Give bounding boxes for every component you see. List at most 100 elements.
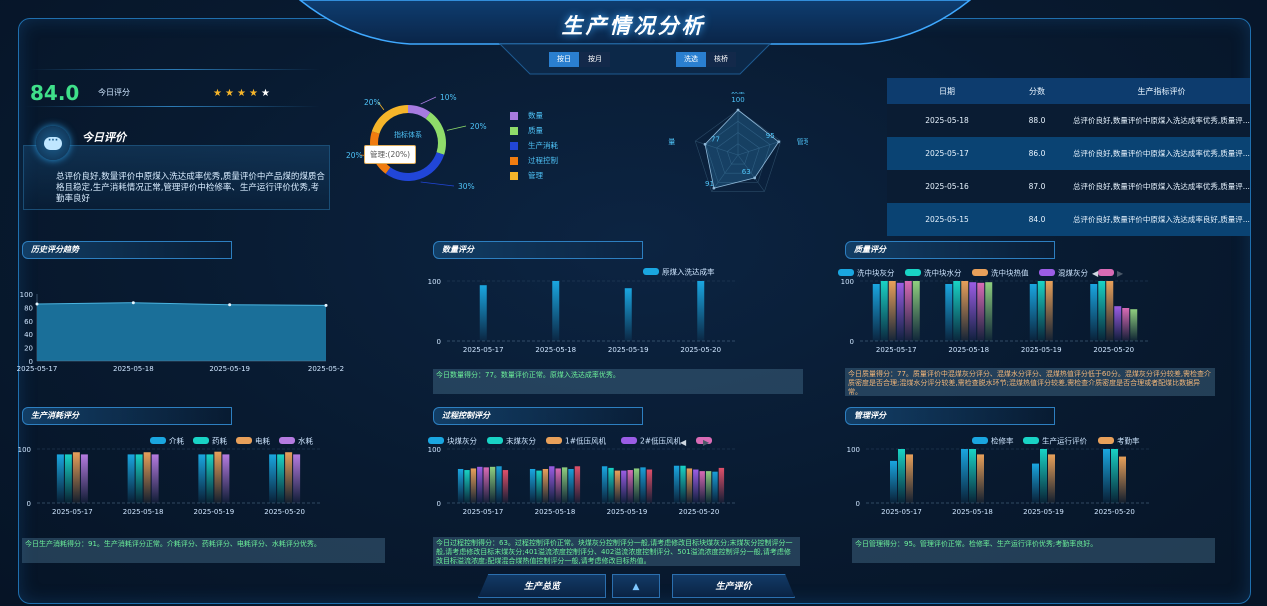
legend-swatch: [1098, 269, 1114, 276]
legend-label: 2#低压风机: [640, 436, 682, 446]
star-filled-icon: ★: [237, 88, 246, 99]
page-title: 生产情况分析: [561, 14, 706, 38]
bar: [457, 468, 464, 503]
bar: [464, 470, 470, 503]
donut-legend: 数量 质量 生产消耗过程控制管理: [510, 108, 558, 183]
legend-swatch: [1039, 269, 1055, 276]
nav-production-evaluation[interactable]: 生产评价: [672, 574, 795, 598]
bar: [969, 449, 976, 503]
radar-value-label: 95: [766, 132, 775, 140]
bar: [483, 467, 489, 503]
x-tick-label: 2025-05-18: [948, 346, 989, 354]
data-point: [228, 303, 232, 307]
legend-swatch: [428, 437, 444, 444]
bar: [64, 454, 72, 503]
legend-swatch: [696, 437, 712, 444]
x-tick-label: 2025-05-19: [194, 508, 235, 516]
panel-title-quality: 质量评分: [845, 241, 1055, 259]
bar: [555, 468, 561, 503]
y-tick-label: 0: [437, 338, 441, 346]
donut-slice: [408, 105, 431, 119]
legend-label: 过程控制: [528, 156, 558, 165]
legend-next-icon[interactable]: ▶: [703, 438, 710, 447]
bar: [896, 282, 904, 341]
data-point: [324, 303, 328, 307]
radar-axis: [695, 140, 739, 156]
legend-swatch: [487, 437, 503, 444]
legend-prev-icon[interactable]: ◀: [680, 438, 687, 447]
bar: [151, 454, 159, 503]
nav-up-arrow-icon[interactable]: ▲: [612, 574, 660, 598]
legend-item[interactable]: 数量: [510, 108, 558, 123]
slice-label: 30%: [458, 182, 475, 191]
bar: [80, 454, 88, 503]
header-evaluation: 生产指标评价: [1137, 86, 1186, 96]
x-tick-label: 2025-05-17: [463, 346, 504, 354]
table-row[interactable]: 2025-05-15 84.0 总评价良好,数量评价中原煤入洗达成率良好,质量评..…: [887, 203, 1250, 236]
bar: [633, 468, 640, 503]
x-tick-label: 2025-05-18: [535, 346, 576, 354]
bar: [489, 466, 496, 503]
panel-title-process: 过程控制评分: [433, 407, 643, 425]
x-tick-label: 2025-05-17: [463, 508, 504, 516]
table-row[interactable]: 2025-05-17 86.0 总评价良好,数量评价中原煤入洗达成率优秀,质量评..…: [887, 137, 1250, 170]
x-tick-label: 2025-05-20: [680, 346, 721, 354]
legend-item[interactable]: 生产消耗: [510, 138, 558, 153]
x-tick-label: 2025-05-19: [1021, 346, 1062, 354]
bar: [906, 454, 913, 503]
process-note: 今日过程控制得分：63。过程控制评价正常。块煤灰分控制评分一般,请考虑修改目标块…: [433, 537, 800, 566]
chat-bubble-icon: ···: [36, 126, 70, 160]
table-row[interactable]: 2025-05-18 88.0 总评价良好,数量评价中原煤入洗达成率优秀,质量评..…: [887, 104, 1250, 137]
legend-label: 1#低压风机: [565, 436, 607, 446]
x-tick-label: 2025-05-19: [608, 346, 649, 354]
legend-swatch: [193, 437, 209, 444]
bar: [1103, 449, 1110, 503]
history-table: 日期 分数 生产指标评价 2025-05-18 88.0 总评价良好,数量评价中原煤…: [887, 78, 1250, 236]
tab-by-day[interactable]: 按日: [549, 52, 579, 67]
trend-area-chart: 0 20 40 60 80 100 2025-05-17 2025-05-18 2025-05-…: [17, 291, 344, 373]
tab-washing[interactable]: 洗选: [676, 52, 706, 67]
divider: [25, 106, 320, 107]
legend-prev-icon[interactable]: ◀: [1092, 269, 1099, 278]
tab-by-month[interactable]: 按月: [580, 52, 610, 67]
legend-label: 管理: [528, 171, 543, 180]
legend-label: 块煤灰分: [447, 436, 477, 446]
bar: [542, 468, 549, 503]
today-score-value: 84.0: [30, 81, 80, 105]
bar: [614, 470, 621, 503]
indicator-donut-chart[interactable]: 10% 20% 30% 20% 20% 指标体系: [330, 85, 490, 205]
quantity-note: 今日数量得分：77。数量评价正常。原煤入洗达成率优秀。: [433, 369, 803, 394]
tab-mode-2[interactable]: 核桥: [706, 52, 736, 67]
legend-item[interactable]: 管理: [510, 168, 558, 183]
y-tick-label: 20: [24, 345, 33, 353]
radar-axis-label: 管理: [797, 137, 808, 146]
label-line: [446, 125, 467, 131]
radar-axis: [737, 154, 765, 192]
management-bar-chart: 0 100 2025-05-17 2025-05-18 2025-05-19 2025-0…: [847, 436, 1150, 516]
y-tick-label: 0: [850, 338, 854, 346]
legend-item[interactable]: 过程控制: [510, 153, 558, 168]
nav-production-overview[interactable]: 生产总览: [478, 574, 606, 598]
y-tick-label: 80: [24, 304, 33, 312]
x-tick-label: 2025-05-17: [881, 508, 922, 516]
bar: [1037, 281, 1045, 341]
bar: [1111, 449, 1118, 503]
cell-date: 2025-05-17: [925, 149, 969, 158]
label-line: [420, 96, 437, 105]
bar: [608, 467, 614, 503]
legend-swatch: [510, 111, 518, 120]
evaluation-title: 今日评价: [82, 131, 126, 144]
bar: [1090, 284, 1098, 341]
cell-score: 84.0: [1028, 215, 1046, 224]
y-tick-label: 100: [841, 278, 854, 286]
radar-axis: [737, 140, 781, 156]
legend-swatch: [1098, 437, 1114, 444]
table-row[interactable]: 2025-05-16 87.0 总评价良好,数量评价中原煤入洗达成率优秀,质量评..…: [887, 170, 1250, 203]
bar: [718, 467, 725, 503]
radar-axis: [711, 154, 739, 192]
legend-item[interactable]: 质量: [510, 123, 558, 138]
legend-next-icon[interactable]: ▶: [1117, 269, 1124, 278]
bar: [890, 460, 897, 503]
quality-note: 今日质量得分：77。质量评价中混煤灰分评分、混煤水分评分、混煤热值评分低于60分…: [845, 368, 1215, 396]
bar: [904, 281, 912, 341]
